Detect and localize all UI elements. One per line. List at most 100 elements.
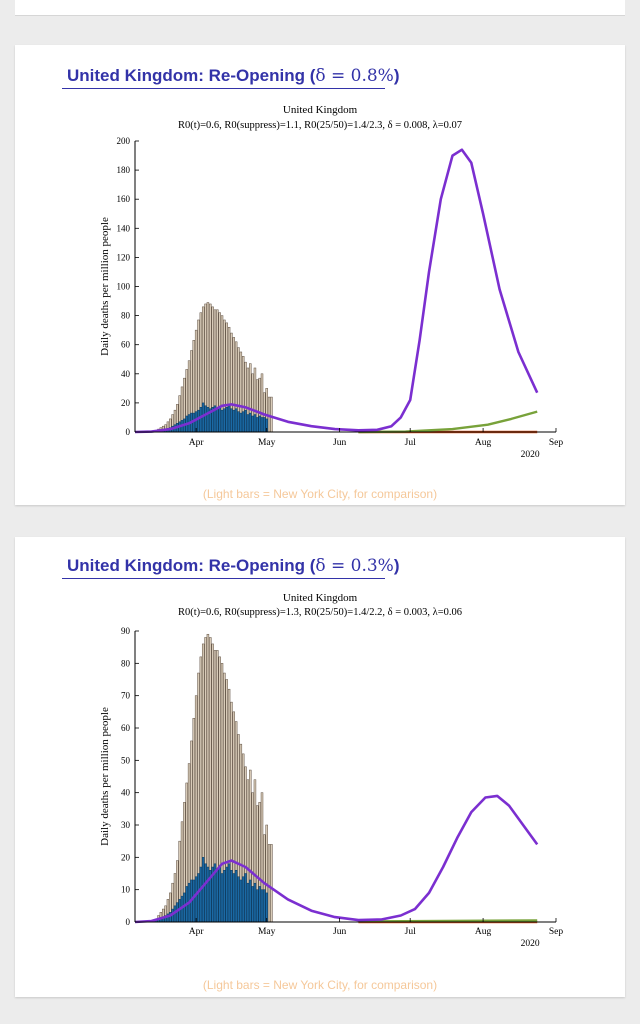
x-tick-label: May xyxy=(258,927,276,937)
x-tick-label: Apr xyxy=(189,927,205,937)
uk-bar xyxy=(230,870,233,923)
uk-bar xyxy=(260,417,264,433)
uk-bar xyxy=(239,879,243,923)
uk-bar xyxy=(199,407,203,433)
uk-bar xyxy=(232,873,236,923)
uk-bar xyxy=(244,873,247,923)
x-tick-label: Apr xyxy=(189,438,205,448)
uk-bar xyxy=(241,411,245,433)
y-tick-label: 50 xyxy=(121,755,131,765)
slide-card-2: United Kingdom: Re-Opening (δ = 0.3%) Un… xyxy=(15,537,625,997)
slide-title-math: δ = 0.8% xyxy=(315,66,394,86)
uk-bar xyxy=(227,863,231,923)
y-tick-label: 20 xyxy=(121,852,131,862)
uk-bar xyxy=(253,882,257,923)
nyc-bar xyxy=(267,844,271,923)
uk-bar xyxy=(265,892,268,923)
uk-bar xyxy=(218,407,221,433)
uk-bar xyxy=(225,407,228,433)
slide-title-close: ) xyxy=(393,66,400,85)
chart-title: United Kingdom xyxy=(283,104,358,116)
uk-bar xyxy=(206,866,210,923)
uk-bar xyxy=(204,405,207,433)
chart-caption: (Light bars = New York City, for compari… xyxy=(202,978,438,992)
uk-bar xyxy=(234,870,238,923)
slide-title: United Kingdom: Re-Opening (δ = 0.3%) xyxy=(67,556,400,576)
uk-bar xyxy=(204,863,207,923)
x-tick-label: Sep xyxy=(549,927,564,937)
y-tick-label: 100 xyxy=(117,282,131,292)
y-tick-label: 30 xyxy=(121,820,131,830)
y-tick-label: 40 xyxy=(121,369,131,379)
y-tick-label: 20 xyxy=(121,398,131,408)
uk-bar xyxy=(253,414,257,433)
x-tick-label: Jul xyxy=(405,438,416,448)
uk-bar xyxy=(251,886,254,923)
nyc-bar xyxy=(270,844,273,923)
y-tick-label: 160 xyxy=(117,194,131,204)
y-tick-label: 90 xyxy=(121,626,131,636)
uk-bar xyxy=(227,405,231,433)
uk-bar xyxy=(263,889,266,923)
x-tick-label: Jun xyxy=(333,438,346,448)
title-underline xyxy=(62,88,385,89)
series-line-model xyxy=(134,794,539,924)
y-tick-label: 0 xyxy=(126,917,131,927)
y-tick-label: 60 xyxy=(121,723,131,733)
x-year-label: 2020 xyxy=(521,450,540,460)
previous-slide-card xyxy=(15,0,625,16)
uk-bar xyxy=(192,879,196,923)
y-tick-label: 80 xyxy=(121,658,131,668)
uk-bar xyxy=(218,866,221,923)
uk-bar xyxy=(230,408,233,433)
uk-bar xyxy=(223,408,226,433)
x-tick-label: Aug xyxy=(475,438,492,448)
x-tick-label: Aug xyxy=(475,927,492,937)
uk-bar xyxy=(246,882,250,923)
uk-bar xyxy=(239,412,243,433)
chart-title: United Kingdom xyxy=(283,592,358,604)
y-axis-label: Daily deaths per million people xyxy=(99,217,111,356)
slide-title: United Kingdom: Re-Opening (δ = 0.8%) xyxy=(67,66,400,86)
y-tick-label: 180 xyxy=(117,165,131,175)
uk-bar xyxy=(249,879,252,923)
y-tick-label: 140 xyxy=(117,223,131,233)
slide-title-text: United Kingdom: Re-Opening ( xyxy=(67,66,316,85)
uk-bar xyxy=(258,886,261,923)
x-tick-label: Jun xyxy=(333,927,346,937)
y-tick-label: 10 xyxy=(121,885,131,895)
uk-bar xyxy=(237,876,240,923)
uk-bar xyxy=(234,408,238,433)
chart-subtitle: R0(t)=0.6, R0(suppress)=1.3, R0(25/50)=1… xyxy=(178,607,462,618)
uk-bar xyxy=(216,408,219,433)
uk-bar xyxy=(237,411,240,433)
nyc-bar xyxy=(270,396,273,433)
slide-title-text: United Kingdom: Re-Opening ( xyxy=(67,556,316,575)
chart-caption: (Light bars = New York City, for compari… xyxy=(202,487,438,501)
y-axis-label: Daily deaths per million people xyxy=(99,707,111,846)
chart-uk-reopening-0.8: United Kingdom R0(t)=0.6, R0(suppress)=1.… xyxy=(99,104,563,460)
y-tick-label: 200 xyxy=(117,136,131,146)
uk-bar xyxy=(263,417,266,433)
uk-bar xyxy=(197,409,200,433)
uk-bar xyxy=(216,870,219,923)
uk-bar xyxy=(260,889,264,923)
chart-uk-reopening-0.3: United Kingdom R0(t)=0.6, R0(suppress)=1.… xyxy=(99,592,564,949)
y-tick-label: 0 xyxy=(126,427,131,437)
uk-bar xyxy=(225,866,228,923)
y-tick-label: 40 xyxy=(121,788,131,798)
slide-title-math: δ = 0.3% xyxy=(315,556,394,576)
chart-subtitle: R0(t)=0.6, R0(suppress)=1.1, R0(25/50)=1… xyxy=(178,120,462,131)
slide-card-1: United Kingdom: Re-Opening (δ = 0.8%) Un… xyxy=(15,45,625,505)
uk-bar xyxy=(244,409,247,433)
slide-title-close: ) xyxy=(393,556,400,575)
uk-bar xyxy=(223,870,226,923)
y-tick-label: 70 xyxy=(121,691,131,701)
uk-bar xyxy=(258,415,261,433)
uk-bar xyxy=(220,409,224,433)
x-tick-label: May xyxy=(258,438,276,448)
y-tick-label: 80 xyxy=(121,311,131,321)
uk-bar xyxy=(199,866,203,923)
series-line-scenario-green xyxy=(358,919,538,923)
uk-bar xyxy=(206,407,210,433)
